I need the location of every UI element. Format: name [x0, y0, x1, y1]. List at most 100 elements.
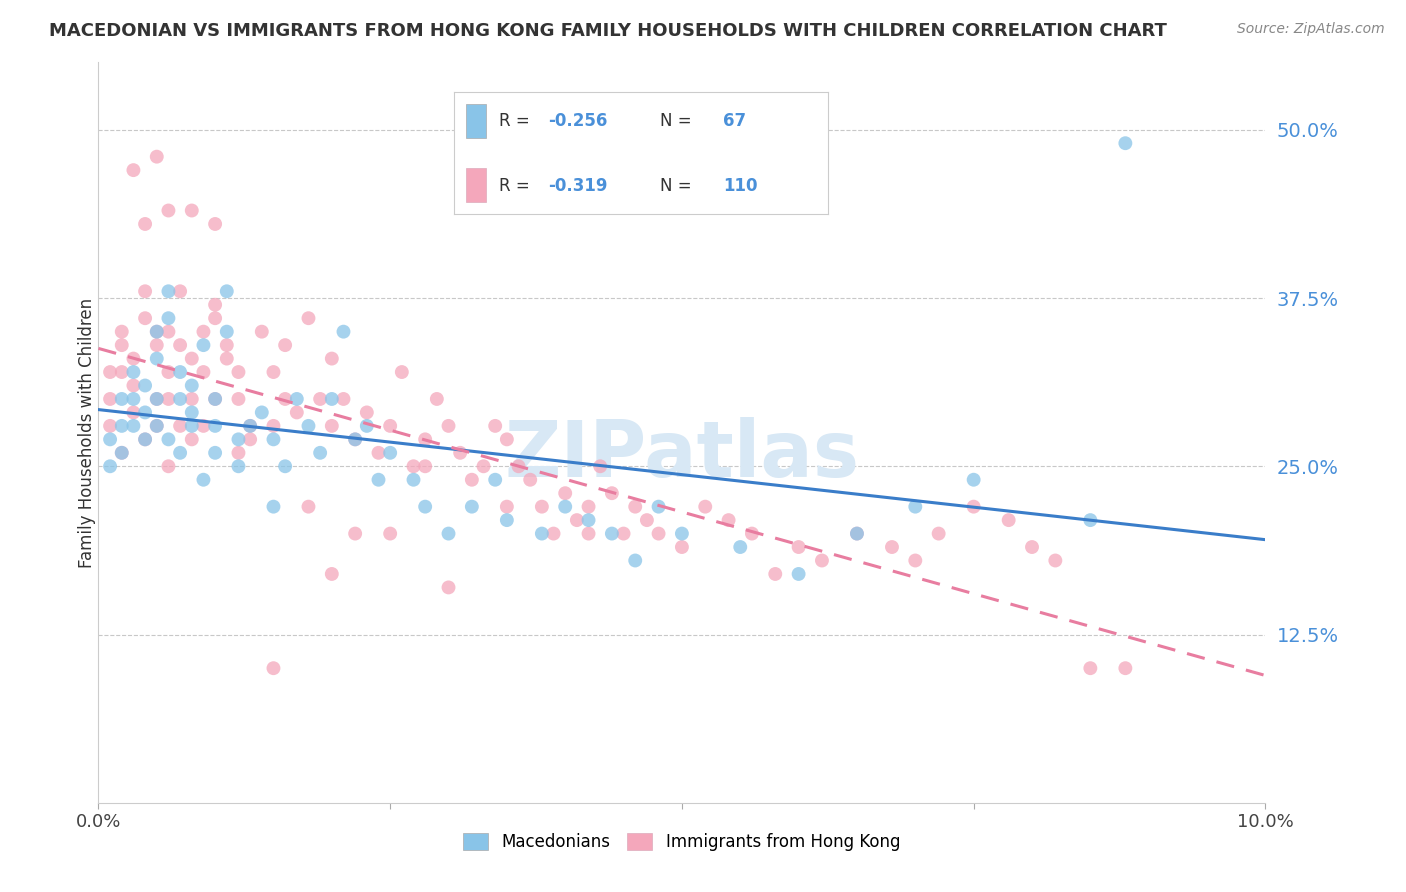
Point: [180, 378, 202, 392]
Point: [146, 392, 169, 406]
Point: [134, 378, 156, 392]
Point: [239, 418, 262, 433]
Point: [413, 433, 436, 447]
Point: [228, 459, 250, 474]
Point: [519, 473, 541, 487]
Point: [180, 405, 202, 419]
Point: [332, 325, 354, 339]
Point: [134, 217, 156, 231]
Point: [134, 433, 156, 447]
Text: Source: ZipAtlas.com: Source: ZipAtlas.com: [1237, 22, 1385, 37]
Point: [228, 365, 250, 379]
Point: [146, 351, 169, 366]
Point: [122, 365, 145, 379]
Point: [146, 150, 169, 164]
Point: [508, 459, 530, 474]
Point: [111, 338, 134, 352]
Point: [215, 351, 238, 366]
Point: [904, 500, 927, 514]
Point: [285, 405, 308, 419]
Point: [671, 526, 693, 541]
Point: [671, 540, 693, 554]
Point: [461, 473, 484, 487]
Point: [496, 500, 519, 514]
Point: [193, 473, 215, 487]
Legend: Macedonians, Immigrants from Hong Kong: Macedonians, Immigrants from Hong Kong: [457, 826, 907, 857]
Point: [297, 311, 319, 326]
Point: [98, 433, 121, 447]
Point: [484, 473, 506, 487]
Point: [98, 365, 121, 379]
Point: [134, 405, 156, 419]
Point: [309, 392, 332, 406]
Point: [204, 392, 226, 406]
Point: [449, 446, 471, 460]
Point: [169, 338, 191, 352]
Point: [717, 513, 740, 527]
Point: [180, 351, 202, 366]
Point: [262, 500, 284, 514]
Point: [1021, 540, 1043, 554]
Point: [204, 298, 226, 312]
Point: [321, 351, 343, 366]
Point: [157, 311, 180, 326]
Point: [484, 418, 506, 433]
Point: [180, 392, 202, 406]
Point: [146, 325, 169, 339]
Point: [391, 365, 413, 379]
Point: [98, 459, 121, 474]
Point: [647, 500, 669, 514]
Point: [437, 526, 460, 541]
Point: [367, 446, 389, 460]
Point: [297, 418, 319, 433]
Point: [122, 392, 145, 406]
Point: [180, 418, 202, 433]
Point: [356, 405, 378, 419]
Point: [111, 392, 134, 406]
Point: [204, 311, 226, 326]
Text: ZIPatlas: ZIPatlas: [505, 417, 859, 493]
Point: [122, 378, 145, 392]
Point: [543, 526, 565, 541]
Point: [262, 661, 284, 675]
Point: [111, 365, 134, 379]
Point: [111, 325, 134, 339]
Point: [169, 285, 191, 299]
Point: [321, 566, 343, 581]
Point: [565, 513, 588, 527]
Point: [1080, 661, 1102, 675]
Point: [578, 526, 600, 541]
Point: [437, 581, 460, 595]
Point: [787, 566, 810, 581]
Point: [215, 338, 238, 352]
Point: [157, 392, 180, 406]
Point: [122, 418, 145, 433]
Point: [647, 526, 669, 541]
Point: [402, 459, 425, 474]
Point: [496, 433, 519, 447]
Point: [274, 338, 297, 352]
Point: [146, 325, 169, 339]
Point: [134, 285, 156, 299]
Point: [380, 446, 402, 460]
Point: [962, 473, 984, 487]
Point: [367, 473, 389, 487]
Point: [157, 203, 180, 218]
Point: [402, 473, 425, 487]
Point: [157, 459, 180, 474]
Point: [496, 513, 519, 527]
Point: [262, 365, 284, 379]
Point: [262, 418, 284, 433]
Point: [169, 392, 191, 406]
Point: [413, 459, 436, 474]
Point: [285, 392, 308, 406]
Point: [134, 433, 156, 447]
Point: [215, 285, 238, 299]
Point: [193, 365, 215, 379]
Point: [787, 540, 810, 554]
Point: [146, 418, 169, 433]
Point: [589, 459, 612, 474]
Point: [344, 433, 367, 447]
Point: [239, 433, 262, 447]
Point: [274, 459, 297, 474]
